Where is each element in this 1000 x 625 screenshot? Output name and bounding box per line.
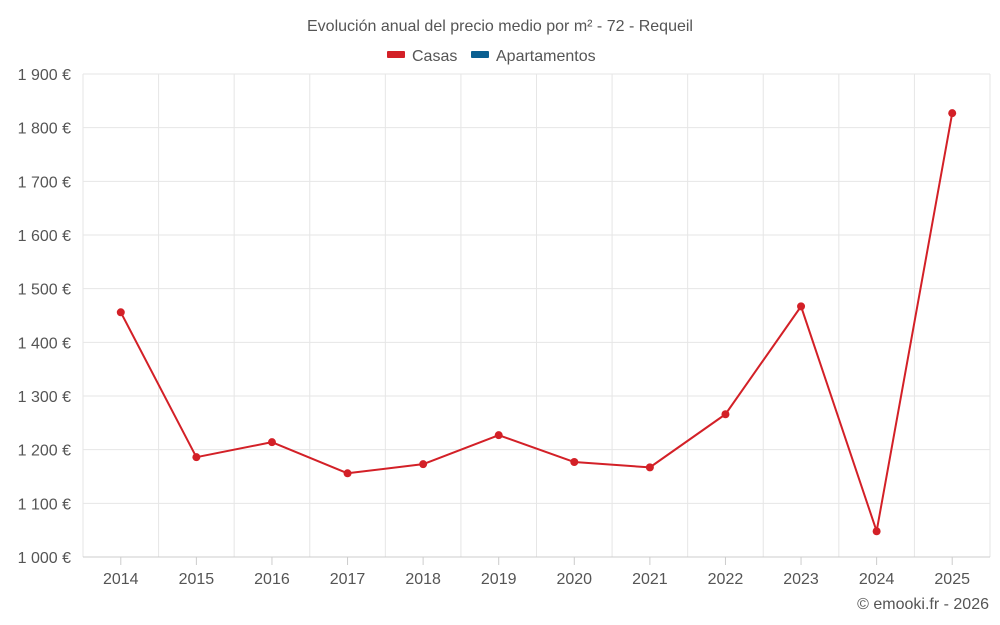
x-tick-label: 2017 bbox=[330, 571, 366, 588]
y-tick-label: 1 500 € bbox=[18, 282, 71, 299]
series-line-casas bbox=[119, 112, 954, 533]
data-point-casas-2017[interactable] bbox=[343, 469, 352, 478]
chart-title: Evolución anual del precio medio por m² … bbox=[307, 18, 693, 35]
legend-swatch-casas[interactable] bbox=[387, 51, 405, 58]
x-tick-label: 2015 bbox=[179, 571, 215, 588]
y-axis: 1 000 € 1 100 € 1 200 € 1 300 € 1 400 € 1 500… bbox=[18, 67, 71, 567]
data-point-casas-2021[interactable] bbox=[645, 463, 654, 472]
legend-swatch-apartamentos[interactable] bbox=[471, 51, 489, 58]
x-tick-label: 2023 bbox=[783, 571, 819, 588]
y-tick-label: 1 300 € bbox=[18, 389, 71, 406]
data-point-casas-2018[interactable] bbox=[419, 460, 428, 469]
series-casas bbox=[116, 109, 957, 536]
x-tick-label: 2022 bbox=[708, 571, 744, 588]
data-point-casas-2020[interactable] bbox=[570, 458, 579, 467]
grid bbox=[82, 73, 991, 558]
y-tick-label: 1 200 € bbox=[18, 443, 71, 460]
data-point-casas-2014[interactable] bbox=[116, 308, 125, 317]
data-point-casas-2015[interactable] bbox=[192, 453, 201, 462]
y-tick-label: 1 100 € bbox=[18, 496, 71, 513]
y-tick-label: 1 600 € bbox=[18, 228, 71, 245]
legend-label-casas[interactable]: Casas bbox=[412, 48, 457, 65]
data-point-casas-2023[interactable] bbox=[797, 302, 806, 311]
data-point-casas-2016[interactable] bbox=[267, 438, 276, 447]
x-tick-label: 2025 bbox=[934, 571, 970, 588]
x-tick-label: 2021 bbox=[632, 571, 668, 588]
x-tick-label: 2018 bbox=[405, 571, 441, 588]
x-tick-label: 2019 bbox=[481, 571, 517, 588]
y-tick-label: 1 000 € bbox=[18, 550, 71, 567]
x-tick-label: 2014 bbox=[103, 571, 139, 588]
x-tick-label: 2020 bbox=[556, 571, 592, 588]
y-tick-label: 1 900 € bbox=[18, 67, 71, 84]
x-tick-label: 2024 bbox=[859, 571, 895, 588]
y-tick-label: 1 800 € bbox=[18, 121, 71, 138]
x-tick-label: 2016 bbox=[254, 571, 290, 588]
data-point-casas-2019[interactable] bbox=[494, 431, 503, 440]
data-point-casas-2025[interactable] bbox=[948, 109, 957, 118]
legend-label-apartamentos[interactable]: Apartamentos bbox=[496, 48, 596, 65]
data-point-casas-2024[interactable] bbox=[872, 527, 881, 536]
legend[interactable]: Casas Apartamentos bbox=[387, 48, 596, 65]
y-tick-label: 1 700 € bbox=[18, 174, 71, 191]
x-axis: 2014 2015 2016 2017 2018 2019 2020 2021 2022 2023… bbox=[83, 556, 990, 588]
y-tick-label: 1 400 € bbox=[18, 335, 71, 352]
credit-text: © emooki.fr - 2026 bbox=[857, 596, 989, 613]
data-point-casas-2022[interactable] bbox=[721, 410, 730, 419]
